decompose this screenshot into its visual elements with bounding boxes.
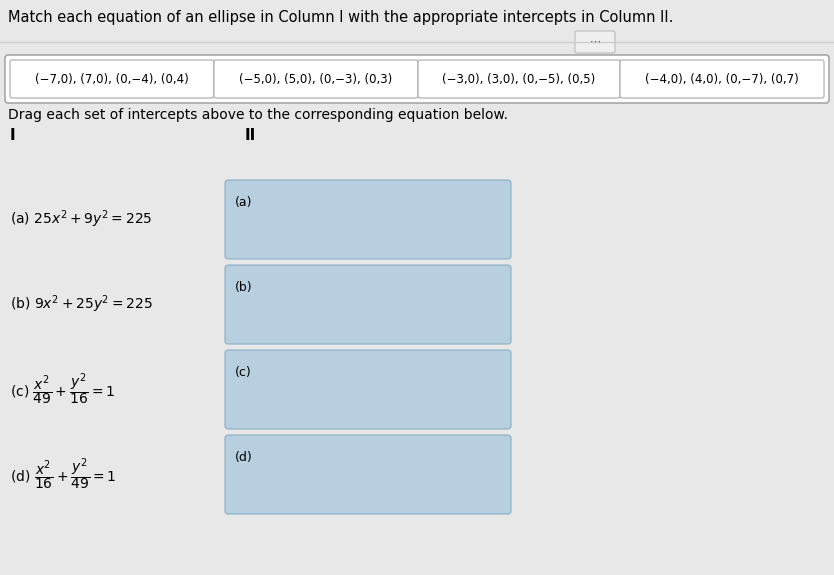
Text: (b): (b) [235,281,253,294]
Text: Drag each set of intercepts above to the corresponding equation below.: Drag each set of intercepts above to the… [8,108,508,122]
FancyBboxPatch shape [10,60,214,98]
Text: (c) $\dfrac{x^2}{49} + \dfrac{y^2}{16} = 1$: (c) $\dfrac{x^2}{49} + \dfrac{y^2}{16} =… [10,371,115,408]
FancyBboxPatch shape [225,180,511,259]
Text: II: II [245,128,256,143]
FancyBboxPatch shape [225,435,511,514]
Text: (a) $25x^2 + 9y^2 = 225$: (a) $25x^2 + 9y^2 = 225$ [10,209,153,231]
Text: (d): (d) [235,451,253,464]
Text: (a): (a) [235,196,253,209]
FancyBboxPatch shape [620,60,824,98]
FancyBboxPatch shape [575,31,615,53]
Text: ⋯: ⋯ [590,37,600,47]
Text: (−5,0), (5,0), (0,−3), (0,3): (−5,0), (5,0), (0,−3), (0,3) [239,72,393,86]
FancyBboxPatch shape [5,55,829,103]
Text: (b) $9x^2 + 25y^2 = 225$: (b) $9x^2 + 25y^2 = 225$ [10,294,153,315]
Text: (c): (c) [235,366,252,379]
Text: (d) $\dfrac{x^2}{16} + \dfrac{y^2}{49} = 1$: (d) $\dfrac{x^2}{16} + \dfrac{y^2}{49} =… [10,457,117,492]
Text: (−4,0), (4,0), (0,−7), (0,7): (−4,0), (4,0), (0,−7), (0,7) [646,72,799,86]
FancyBboxPatch shape [418,60,620,98]
Text: (−7,0), (7,0), (0,−4), (0,4): (−7,0), (7,0), (0,−4), (0,4) [35,72,188,86]
Text: (−3,0), (3,0), (0,−5), (0,5): (−3,0), (3,0), (0,−5), (0,5) [442,72,595,86]
FancyBboxPatch shape [225,265,511,344]
Text: I: I [10,128,16,143]
FancyBboxPatch shape [225,350,511,429]
Text: Match each equation of an ellipse in Column I with the appropriate intercepts in: Match each equation of an ellipse in Col… [8,10,673,25]
FancyBboxPatch shape [214,60,418,98]
